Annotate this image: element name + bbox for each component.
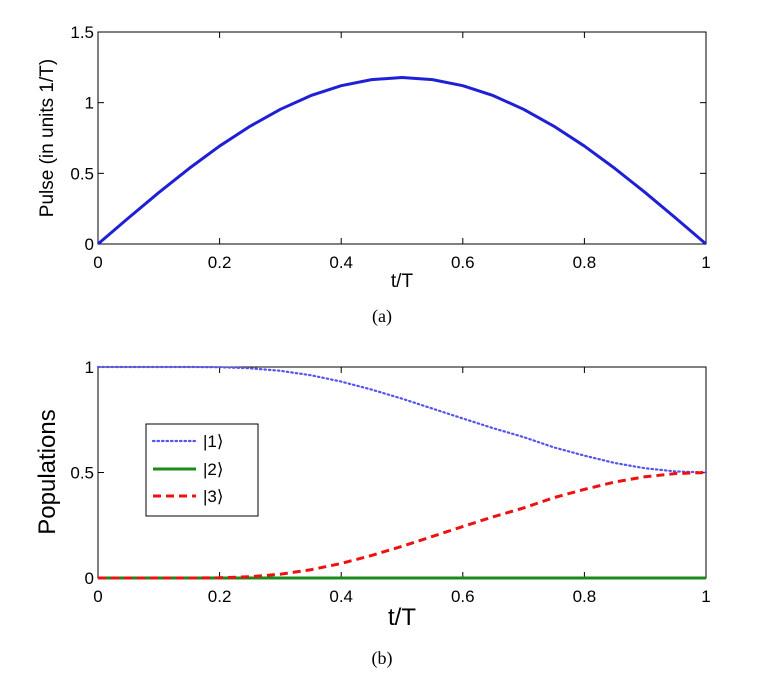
panel-a-ylabel: Pulse (in units 1/T) <box>37 59 58 217</box>
panel-a-ticks: 0 0.2 0.4 0.6 0.8 1 0 0.5 1 1.5 <box>70 23 710 272</box>
panel-a-xtick-label: 0.8 <box>573 253 597 272</box>
legend-label-1: |1⟩ <box>203 432 224 451</box>
panel-b-xlabel: t/T <box>388 604 416 631</box>
panel-b-ytick-label: 0.5 <box>70 464 94 483</box>
panel-a-frame <box>97 31 707 245</box>
panel-b-xtick-label: 0.6 <box>451 587 475 606</box>
panel-a-ytick-label: 0 <box>85 235 94 254</box>
panel-b-xtick-label: 0.8 <box>573 587 597 606</box>
panel-a-xtick-label: 0.6 <box>451 253 475 272</box>
panel-b-populations-chart: 0 0.2 0.4 0.6 0.8 1 0 0.5 1 t/T Populations |1⟩ … <box>34 358 711 669</box>
panel-a-series-1-line <box>97 76 707 246</box>
panel-a-xtick-label: 1 <box>701 253 710 272</box>
panel-a-xtick-label: 0.4 <box>329 253 353 272</box>
panel-b-series <box>96 365 708 580</box>
panel-b-ytick-label: 0 <box>85 569 94 588</box>
panel-b-series-1-line <box>96 365 708 474</box>
panel-b-xtick-label: 0 <box>93 587 102 606</box>
panel-a-xtick-label: 0.2 <box>208 253 232 272</box>
legend-label-3: |3⟩ <box>203 487 224 506</box>
panel-a-pulse-chart: 0 0.2 0.4 0.6 0.8 1 0 0.5 1 1.5 t/T Pulse (in uni… <box>37 23 711 327</box>
panel-a-ytick-label: 1.5 <box>70 23 94 42</box>
panel-b-xtick-label: 0.4 <box>329 587 353 606</box>
panel-a-caption: (a) <box>372 306 392 327</box>
panel-b-legend: |1⟩ |2⟩ |3⟩ <box>145 423 259 517</box>
panel-a-xlabel: t/T <box>391 271 414 292</box>
panel-b-xtick-label: 0.2 <box>208 587 232 606</box>
panel-a-ytick-label: 1 <box>85 94 94 113</box>
panel-b-ylabel: Populations <box>34 409 61 534</box>
panel-b-caption: (b) <box>372 648 393 669</box>
panel-b-ticks: 0 0.2 0.4 0.6 0.8 1 0 0.5 1 <box>70 358 710 606</box>
panel-a-ytick-label: 0.5 <box>70 164 94 183</box>
panel-b-ytick-label: 1 <box>85 358 94 377</box>
panel-a-xtick-label: 0 <box>93 253 102 272</box>
panel-a-series <box>97 76 707 246</box>
panel-b-xtick-label: 1 <box>701 587 710 606</box>
legend-label-2: |2⟩ <box>203 460 224 479</box>
